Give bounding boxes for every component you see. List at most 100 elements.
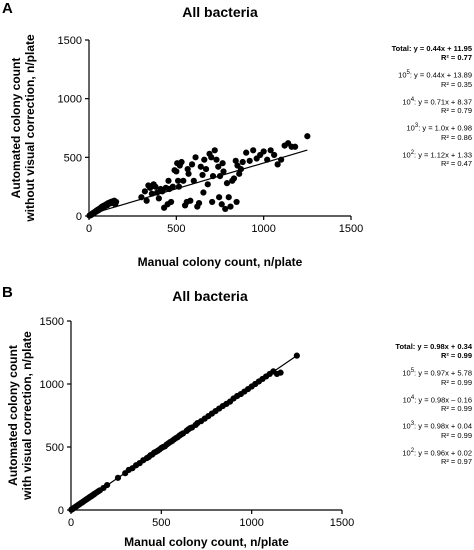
y-tick-label: 0 [76, 211, 82, 223]
panel-letter: A [2, 0, 13, 17]
data-point [243, 149, 250, 156]
panel-a: A All bacteria 0 500 1000 1500 0 500 1000 1500 M… [2, 0, 472, 269]
equation-text: 105: y = 0.44x + 13.89 [398, 70, 472, 80]
equation-text: Total: y = 0.44x + 11.95 [391, 44, 472, 53]
data-point [236, 170, 243, 177]
data-point [304, 133, 311, 140]
x-tick-label: 1500 [330, 517, 354, 529]
data-point [211, 147, 218, 154]
x-tick-label: 1500 [339, 223, 363, 235]
data-point [209, 198, 216, 206]
data-point [222, 205, 229, 213]
x-tick-label: 1000 [251, 223, 275, 235]
equation-total: Total: y = 0.44x + 11.95 R² = 0.77 [332, 44, 472, 62]
scatter-plot-b: 0 500 1000 1500 0 500 1000 1500 Manual colony co… [6, 316, 354, 549]
r-squared-text: R² = 0.86 [440, 132, 472, 142]
data-point [178, 158, 185, 166]
equation-entry: 104: y = 0.98x – 0.16 R² = 0.99 [332, 394, 472, 414]
x-tick-label: 500 [152, 517, 170, 529]
data-point [165, 177, 172, 184]
equation-entry: 105: y = 0.44x + 13.89 R² = 0.35 [332, 69, 472, 89]
data-point [277, 369, 284, 376]
r-squared-text: R² = 0.47 [440, 159, 472, 168]
y-tick-label: 1000 [58, 94, 82, 106]
data-point [192, 154, 199, 161]
r-squared-text: R² = 0.79 [440, 106, 472, 115]
x-tick-label: 500 [167, 223, 185, 235]
data-point [232, 157, 239, 164]
equation-text: 102: y = 0.96x + 0.02 [402, 447, 472, 458]
data-point [155, 195, 162, 202]
data-point [230, 175, 238, 182]
panel-b: B All bacteria 0 500 1000 1500 0 500 1000 1500 M… [0, 284, 474, 550]
equation-text: Total: y = 0.98x + 0.34 [395, 342, 472, 351]
equation-text: 105: y = 0.97x + 5.78 [402, 368, 472, 378]
r-squared-text: R² = 0.99 [440, 351, 472, 360]
data-point [169, 183, 176, 190]
r-squared-text: R² = 0.99 [440, 404, 472, 413]
r-squared-text: R² = 0.97 [440, 457, 472, 466]
data-point [187, 197, 194, 204]
x-tick-label: 0 [68, 517, 74, 529]
y-tick-label: 1500 [40, 316, 64, 328]
data-point [218, 201, 225, 208]
data-point [180, 177, 187, 184]
data-point [199, 171, 206, 179]
equation-entry: 104: y = 0.71x + 8.37 R² = 0.79 [332, 96, 472, 116]
equation-text: 103: y = 0.98x + 0.04 [402, 421, 472, 431]
data-point [250, 147, 257, 154]
data-point [208, 154, 215, 161]
data-point [204, 181, 211, 188]
r-squared-text: R² = 0.77 [440, 53, 472, 62]
data-point [200, 189, 207, 196]
equation-entry: 102: y = 1.12x + 1.33 R² = 0.47 [332, 149, 472, 169]
data-point [188, 161, 196, 168]
chart-title: All bacteria [172, 288, 248, 304]
data-point [202, 165, 210, 173]
data-point [112, 198, 120, 206]
data-point [260, 148, 267, 155]
panel-letter: B [2, 284, 13, 301]
data-point [223, 180, 231, 187]
x-tick-label: 1000 [239, 517, 263, 529]
r-squared-text: R² = 0.35 [440, 79, 472, 89]
data-point [201, 156, 208, 163]
data-point [227, 203, 234, 210]
equation-legend: Total: y = 0.98x + 0.34 R² = 0.99 105: y =… [332, 342, 472, 466]
data-point [220, 168, 227, 175]
equation-text: 102: y = 1.12x + 1.33 [402, 149, 472, 160]
equation-text: 104: y = 0.98x – 0.16 [402, 394, 472, 405]
data-point [143, 197, 150, 204]
data-point [233, 198, 240, 206]
data-point [215, 163, 222, 170]
data-point [219, 160, 226, 167]
equation-total: Total: y = 0.98x + 0.34 R² = 0.99 [332, 342, 472, 360]
regression-line [88, 149, 308, 216]
regression-line [70, 355, 298, 511]
data-point [174, 177, 182, 184]
data-point [267, 147, 274, 154]
data-point [271, 151, 278, 159]
data-point [152, 183, 159, 190]
y-axis-label: Automated colony count [6, 345, 20, 486]
r-squared-text: R² = 0.99 [440, 430, 472, 440]
data-point [239, 158, 246, 166]
data-point [167, 198, 175, 206]
data-point [141, 188, 148, 195]
equation-text: 103: y = 1.0x + 0.98 [406, 123, 472, 133]
y-tick-label: 1000 [40, 379, 64, 391]
equation-text: 104: y = 0.71x + 8.37 [402, 96, 472, 107]
x-tick-label: 0 [86, 223, 92, 235]
y-axis-label: Automated colony count [9, 58, 23, 199]
equation-entry: 103: y = 1.0x + 0.98 R² = 0.86 [332, 122, 472, 142]
data-point [274, 161, 281, 168]
y-tick-label: 0 [58, 505, 64, 517]
data-point [184, 165, 191, 173]
data-point [195, 199, 203, 207]
data-point [292, 143, 299, 150]
y-axis-label: with visual correction, n/plate [20, 331, 34, 501]
data-point [213, 156, 220, 163]
y-axis-label: without visual correction, n/plate [23, 34, 37, 223]
y-tick-label: 1500 [58, 35, 82, 47]
data-point [185, 170, 192, 177]
